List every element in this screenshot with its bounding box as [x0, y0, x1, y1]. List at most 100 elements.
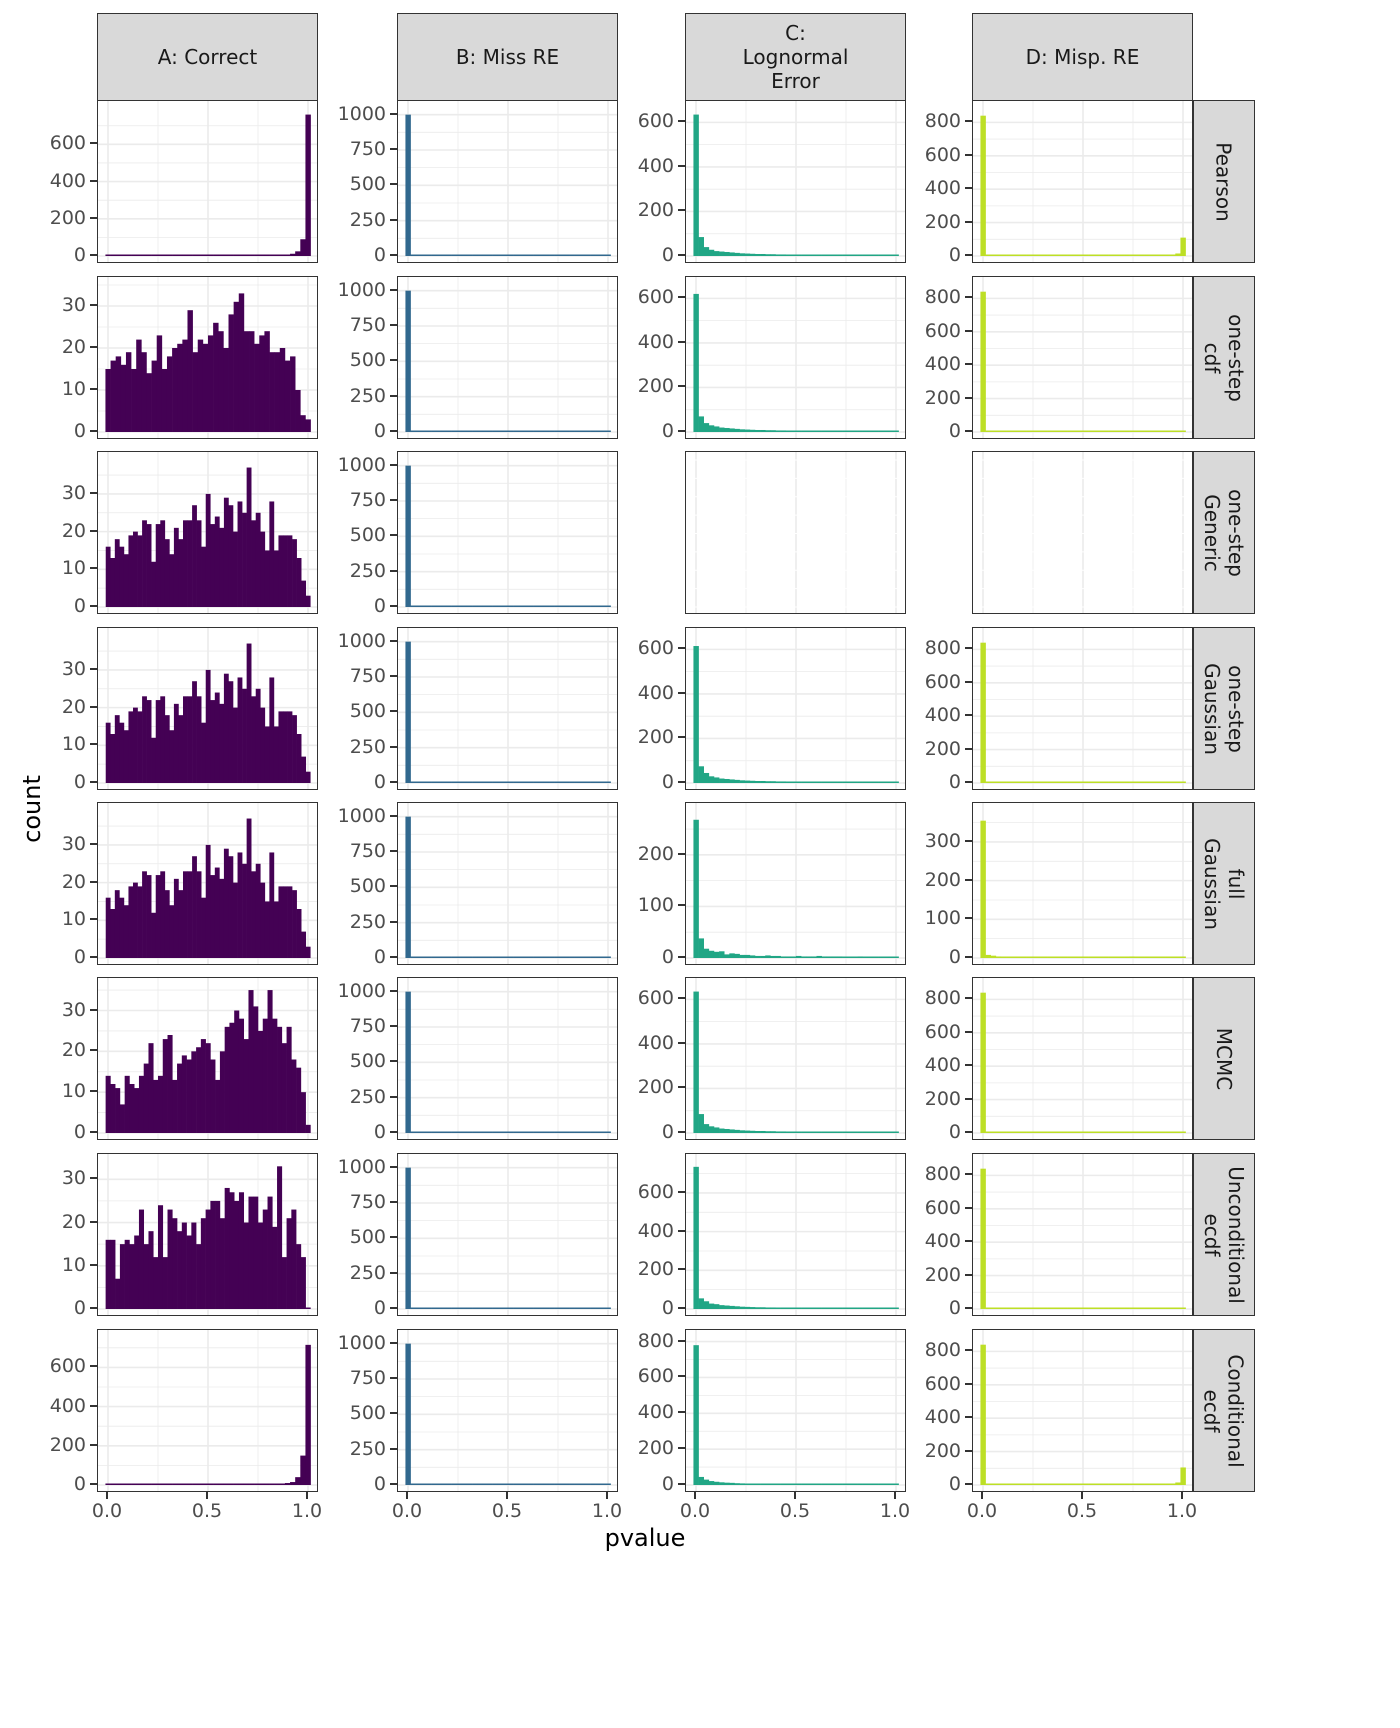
histogram-bar — [554, 1307, 560, 1309]
y-tick-mark — [390, 710, 397, 713]
histogram-bar — [161, 254, 168, 256]
histogram-bar — [1118, 254, 1125, 256]
y-tick-mark — [965, 878, 972, 881]
histogram-bar — [466, 254, 473, 256]
histogram-bar — [749, 780, 756, 783]
histogram-panel — [397, 1153, 618, 1316]
y-axis-title: count — [18, 775, 46, 843]
histogram-panel — [97, 276, 318, 439]
histogram-plot — [686, 101, 905, 262]
histogram-bar — [1113, 781, 1120, 783]
y-tick-mark — [965, 1449, 972, 1452]
histogram-bar — [420, 430, 427, 432]
histogram-plot — [973, 101, 1192, 262]
y-tick-label: 750 — [349, 488, 386, 511]
histogram-plot — [686, 628, 905, 789]
y-tick-mark — [678, 430, 685, 432]
histogram-bar — [878, 430, 884, 432]
histogram-bar — [436, 956, 442, 958]
y-tick-mark — [965, 1382, 972, 1385]
y-tick-label: 600 — [637, 987, 674, 1010]
histogram-bar — [1113, 1131, 1120, 1133]
histogram-bar — [214, 692, 220, 783]
y-tick-label: 200 — [637, 199, 674, 222]
histogram-bar — [739, 1483, 746, 1485]
histogram-panel — [97, 1329, 318, 1492]
histogram-bar — [1108, 430, 1115, 432]
histogram-bar — [1083, 956, 1089, 958]
histogram-bar — [1165, 1483, 1171, 1485]
histogram-bar — [693, 991, 699, 1133]
histogram-bar — [1062, 1307, 1068, 1309]
histogram-bar — [133, 707, 138, 783]
histogram-bar — [734, 779, 740, 783]
histogram-bar — [1088, 956, 1094, 958]
histogram-bar — [1088, 254, 1094, 256]
histogram-bar — [281, 1257, 287, 1309]
histogram-bar — [1159, 1307, 1166, 1309]
histogram-bar — [410, 430, 416, 432]
histogram-bar — [528, 605, 534, 607]
histogram-bar — [693, 1345, 699, 1485]
histogram-bar — [1170, 1483, 1176, 1485]
histogram-bar — [1118, 781, 1125, 783]
histogram-bar — [538, 254, 545, 256]
histogram-bar — [295, 390, 301, 432]
y-tick-label: 600 — [637, 1365, 674, 1388]
histogram-bar — [196, 1047, 202, 1133]
y-tick-label: 500 — [349, 875, 386, 898]
histogram-bar — [497, 1131, 504, 1133]
histogram-bar — [888, 1483, 894, 1485]
histogram-bar — [1139, 781, 1145, 783]
histogram-bar — [564, 1483, 570, 1485]
histogram-plot — [98, 978, 317, 1139]
histogram-bar — [785, 781, 792, 783]
histogram-bar — [1093, 1307, 1099, 1309]
x-tick-mark — [106, 1492, 108, 1499]
histogram-bar — [405, 465, 411, 607]
histogram-bar — [600, 430, 606, 432]
histogram-bar — [254, 1483, 260, 1485]
histogram-bar — [223, 497, 229, 607]
row-strip-0: Pearson — [1193, 100, 1255, 263]
histogram-bar — [202, 343, 209, 432]
histogram-bar — [119, 897, 125, 958]
histogram-bar — [1149, 430, 1156, 432]
histogram-bar — [559, 781, 565, 783]
histogram-bar — [187, 520, 193, 607]
y-tick-mark — [390, 359, 397, 362]
histogram-bar — [1170, 1131, 1176, 1133]
histogram-bar — [765, 254, 771, 256]
histogram-panel — [97, 1153, 318, 1316]
histogram-bar — [703, 1301, 710, 1309]
y-tick-mark — [965, 647, 972, 650]
y-tick-label: 100 — [637, 894, 674, 917]
histogram-bar — [172, 348, 178, 432]
histogram-bar — [790, 254, 797, 256]
histogram-bar — [780, 781, 787, 783]
histogram-bar — [431, 1483, 437, 1485]
histogram-bar — [166, 356, 173, 432]
histogram-bar — [1113, 430, 1120, 432]
histogram-bar — [584, 605, 591, 607]
histogram-bar — [456, 430, 463, 432]
histogram-bar — [729, 1482, 735, 1485]
histogram-bar — [415, 605, 422, 607]
histogram-bar — [1026, 430, 1033, 432]
histogram-bar — [559, 1131, 565, 1133]
histogram-bar — [1134, 781, 1140, 783]
histogram-bar — [1047, 1307, 1053, 1309]
histogram-bar — [533, 781, 540, 783]
row-strip-4: full Gaussian — [1193, 802, 1255, 965]
histogram-bar — [233, 301, 240, 432]
histogram-bar — [246, 643, 252, 783]
histogram-plot — [98, 1154, 317, 1315]
histogram-bar — [790, 781, 797, 783]
histogram-bar — [1083, 254, 1089, 256]
histogram-bar — [196, 1244, 202, 1309]
histogram-bar — [405, 290, 411, 432]
histogram-bar — [590, 1131, 596, 1133]
y-tick-label: 0 — [661, 771, 674, 793]
y-tick-mark — [965, 1307, 972, 1309]
histogram-bar — [867, 956, 874, 958]
